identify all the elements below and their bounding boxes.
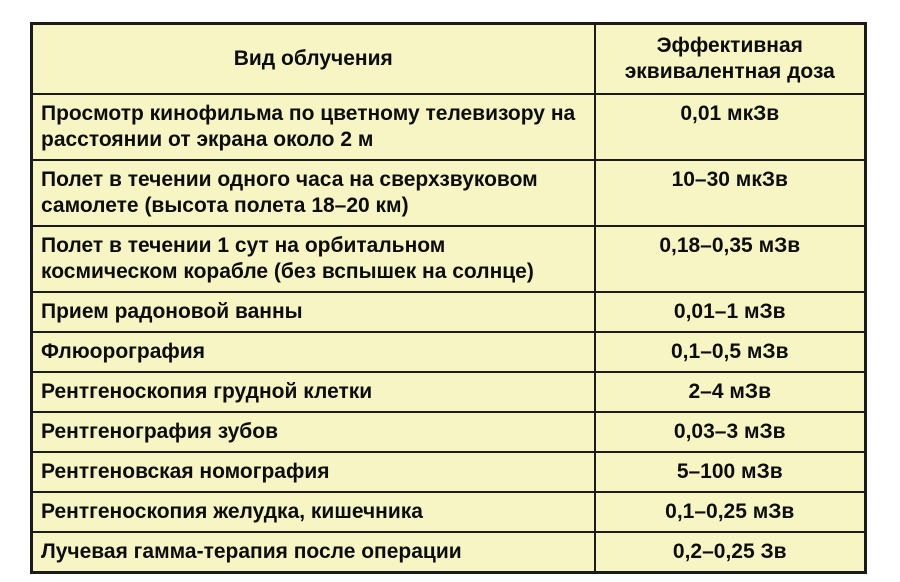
dose-header: Эффективная эквивалентная доза bbox=[593, 22, 867, 95]
dose-value-cell: 0,01 мкЗв bbox=[593, 93, 867, 161]
dose-value-cell: 0,1–0,25 мЗв bbox=[593, 491, 867, 533]
table-row: Рентгеноскопия желудка, кишечника 0,1–0,… bbox=[30, 491, 867, 533]
table-row: Прием радоновой ванны 0,01–1 мЗв bbox=[30, 291, 867, 333]
table-row: Полет в течении одного часа на сверхзвук… bbox=[30, 159, 867, 227]
dose-value-cell: 5–100 мЗв bbox=[593, 451, 867, 493]
dose-value-cell: 2–4 мЗв bbox=[593, 371, 867, 413]
exposure-type-header: Вид облучения bbox=[30, 22, 596, 95]
table-row: Рентгеновская номография 5–100 мЗв bbox=[30, 451, 867, 493]
exposure-type-cell: Лучевая гамма-терапия после операции bbox=[30, 531, 596, 574]
dose-value-cell: 0,18–0,35 мЗв bbox=[593, 225, 867, 293]
exposure-type-cell: Рентгенография зубов bbox=[30, 411, 596, 453]
table-row: Рентгеноскопия грудной клетки 2–4 мЗв bbox=[30, 371, 867, 413]
table-row: Флюорография 0,1–0,5 мЗв bbox=[30, 331, 867, 373]
dose-value-cell: 10–30 мкЗв bbox=[593, 159, 867, 227]
exposure-type-cell: Прием радоновой ванны bbox=[30, 291, 596, 333]
table-row: Полет в течении 1 сут на орбитальном кос… bbox=[30, 225, 867, 293]
exposure-type-cell: Просмотр кинофильма по цветному телевизо… bbox=[30, 93, 596, 161]
exposure-type-cell: Рентгеновская номография bbox=[30, 451, 596, 493]
table-row: Лучевая гамма-терапия после операции 0,2… bbox=[30, 531, 867, 574]
table-row: Просмотр кинофильма по цветному телевизо… bbox=[30, 93, 867, 161]
dose-value-cell: 0,03–3 мЗв bbox=[593, 411, 867, 453]
exposure-type-cell: Рентгеноскопия грудной клетки bbox=[30, 371, 596, 413]
exposure-type-cell: Полет в течении 1 сут на орбитальном кос… bbox=[30, 225, 596, 293]
dose-value-cell: 0,01–1 мЗв bbox=[593, 291, 867, 333]
dose-value-cell: 0,1–0,5 мЗв bbox=[593, 331, 867, 373]
table-header-row: Вид облучения Эффективная эквивалентная … bbox=[30, 22, 867, 95]
exposure-type-cell: Полет в течении одного часа на сверхзвук… bbox=[30, 159, 596, 227]
dose-value-cell: 0,2–0,25 Зв bbox=[593, 531, 867, 574]
exposure-type-cell: Флюорография bbox=[30, 331, 596, 373]
exposure-type-cell: Рентгеноскопия желудка, кишечника bbox=[30, 491, 596, 533]
table-row: Рентгенография зубов 0,03–3 мЗв bbox=[30, 411, 867, 453]
radiation-dose-table: Вид облучения Эффективная эквивалентная … bbox=[30, 22, 867, 574]
